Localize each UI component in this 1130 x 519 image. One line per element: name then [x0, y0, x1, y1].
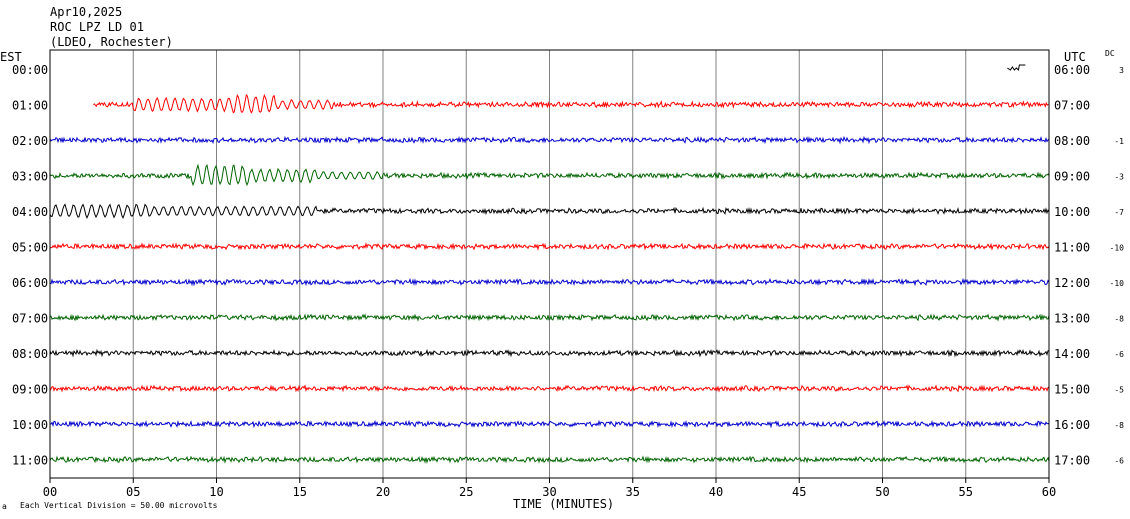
dc-header: DC: [1105, 49, 1115, 58]
row-dc-value: -7: [1114, 208, 1124, 217]
event-marker-icon: [1007, 64, 1026, 72]
row-dc-value: -10: [1110, 279, 1125, 288]
row-utc-label: 11:00: [1054, 241, 1090, 255]
chart-station: ROC LPZ LD 01: [50, 20, 144, 34]
row-utc-label: 12:00: [1054, 276, 1090, 290]
chart-network: (LDEO, Rochester): [50, 35, 173, 49]
scale-note: Each Vertical Division = 50.00 microvolt…: [20, 501, 218, 510]
row-est-label: 05:00: [12, 241, 48, 255]
row-est-label: 11:00: [12, 454, 48, 468]
row-est-label: 02:00: [12, 134, 48, 148]
seismic-trace: [49, 419, 1050, 429]
row-utc-label: 15:00: [1054, 383, 1090, 397]
row-est-label: 06:00: [12, 276, 48, 290]
footer-mark: a: [2, 502, 7, 511]
x-tick-label: 40: [709, 485, 723, 499]
seismic-trace: [49, 348, 1050, 358]
row-dc-value: -6: [1114, 457, 1124, 466]
row-dc-value: -3: [1114, 173, 1124, 182]
row-utc-label: 09:00: [1054, 170, 1090, 184]
x-ticks: 00 05 10 15 20 25 30 35 40 45 50 55 60: [43, 478, 1056, 499]
row-est-label: 00:00: [12, 63, 48, 77]
seismic-trace: [49, 242, 1050, 251]
row-dc-value: -6: [1114, 350, 1124, 359]
x-tick-label: 10: [209, 485, 223, 499]
x-axis-label: TIME (MINUTES): [513, 497, 614, 511]
row-utc-label: 17:00: [1054, 454, 1090, 468]
row-utc-label: 07:00: [1054, 99, 1090, 113]
x-tick-label: 20: [376, 485, 390, 499]
right-axis-zone: UTC: [1064, 50, 1086, 64]
row-est-label: 09:00: [12, 383, 48, 397]
row-est-label: 04:00: [12, 205, 48, 219]
row-dc-value: -1: [1114, 137, 1124, 146]
x-tick-label: 25: [459, 485, 473, 499]
x-tick-label: 15: [293, 485, 307, 499]
row-utc-label: 16:00: [1054, 418, 1090, 432]
seismic-trace: [49, 277, 1050, 287]
row-est-label: 08:00: [12, 347, 48, 361]
left-axis-zone: EST: [0, 50, 22, 64]
row-utc-label: 14:00: [1054, 347, 1090, 361]
plot-frame: [49, 49, 1050, 479]
seismic-trace: [49, 384, 1050, 393]
x-tick-label: 30: [542, 485, 556, 499]
x-tick-label: 45: [792, 485, 806, 499]
row-dc-value: -8: [1114, 421, 1124, 430]
x-tick-label: 50: [875, 485, 889, 499]
row-utc-label: 06:00: [1054, 63, 1090, 77]
traces: [49, 64, 1050, 464]
seismic-trace: [49, 163, 1050, 187]
row-dc-value: -10: [1110, 244, 1125, 253]
row-est-label: 03:00: [12, 170, 48, 184]
x-tick-label: 00: [43, 485, 57, 499]
seismic-trace: [49, 135, 1050, 145]
x-tick-label: 05: [126, 485, 140, 499]
row-est-label: 07:00: [12, 312, 48, 326]
row-dc-value: -8: [1114, 315, 1124, 324]
row-dc-value: -5: [1114, 386, 1124, 395]
row-est-label: 10:00: [12, 418, 48, 432]
x-tick-label: 60: [1042, 485, 1056, 499]
seismic-trace: [93, 93, 1049, 114]
chart-date: Apr10,2025: [50, 5, 122, 19]
row-dc-value: 3: [1119, 66, 1124, 75]
row-est-label: 01:00: [12, 99, 48, 113]
seismic-trace: [49, 203, 1050, 220]
x-tick-label: 35: [626, 485, 640, 499]
row-labels: 00:00 06:00 3 01:00 07:00 02:00 08:00 -1 03:00 09…: [12, 63, 1124, 468]
row-utc-label: 10:00: [1054, 205, 1090, 219]
seismic-trace: [49, 313, 1050, 322]
seismic-trace: [49, 455, 1050, 464]
x-tick-label: 55: [959, 485, 973, 499]
grid: [49, 50, 1050, 478]
row-utc-label: 08:00: [1054, 134, 1090, 148]
row-utc-label: 13:00: [1054, 312, 1090, 326]
